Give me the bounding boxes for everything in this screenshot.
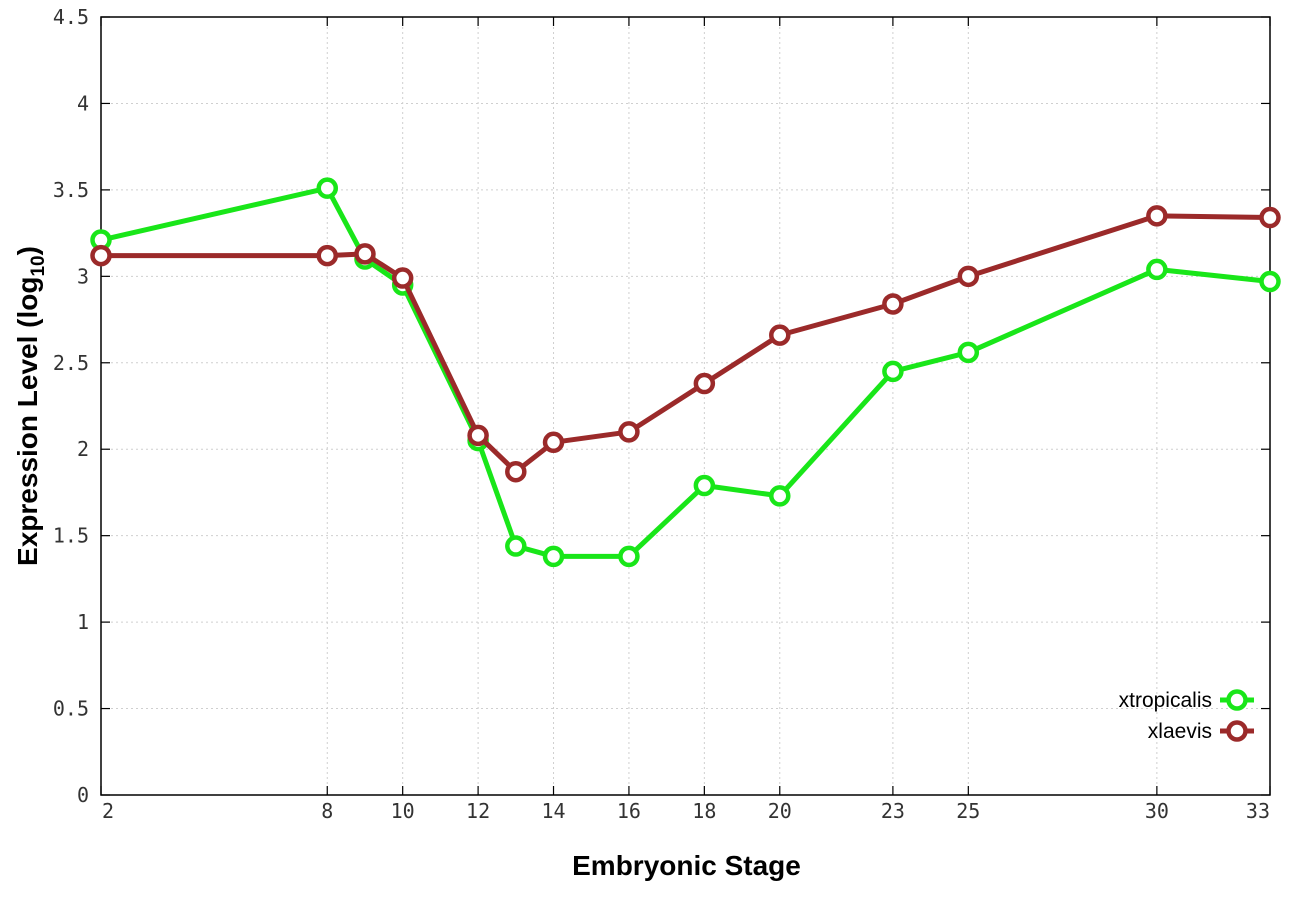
series-xtropicalis — [90, 177, 1281, 568]
data-point-xtropicalis — [882, 360, 904, 383]
y-axis-title-subscript: 10 — [28, 255, 49, 276]
legend: xtropicalis xlaevis — [1119, 689, 1254, 743]
series-line-xtropicalis — [100, 185, 1271, 559]
x-tick-label: 18 — [692, 799, 716, 823]
y-tick-label: 4 — [77, 91, 89, 115]
data-point-xtropicalis — [1146, 258, 1168, 281]
series-xlaevis — [90, 205, 1281, 483]
y-tick-label: 0.5 — [53, 697, 89, 721]
data-point-xtropicalis — [618, 545, 640, 568]
data-point-xlaevis — [391, 267, 414, 289]
y-tick-label: 3 — [77, 264, 89, 288]
legend-item-xtropicalis: xtropicalis — [1119, 689, 1254, 712]
y-tick-label: 3.5 — [53, 178, 89, 202]
data-point-xtropicalis — [769, 485, 791, 507]
grid — [101, 17, 1270, 795]
data-point-xlaevis — [693, 372, 716, 395]
data-point-xlaevis — [957, 265, 980, 288]
x-tick-label: 25 — [956, 799, 980, 823]
legend-label: xtropicalis — [1119, 689, 1212, 712]
data-point-xtropicalis — [957, 341, 980, 364]
data-point-xlaevis — [1259, 206, 1281, 229]
y-tick-label: 2.5 — [53, 351, 89, 375]
x-tick-label: 10 — [391, 799, 415, 823]
data-point-xlaevis — [90, 244, 112, 267]
legend-label: xlaevis — [1148, 720, 1212, 743]
plot-frame — [100, 16, 1271, 796]
x-tick-label: 30 — [1145, 799, 1169, 823]
y-axis-title-main: Expression Level (log — [12, 277, 43, 566]
y-tick-label: 2 — [77, 437, 89, 461]
x-tick-label: 2 — [102, 799, 114, 823]
x-tick-label: 23 — [881, 799, 905, 823]
data-point-xlaevis — [618, 421, 640, 443]
data-point-xtropicalis — [693, 474, 716, 497]
y-axis-ticks: 0 0.5 1 1.5 2 2.5 3 3.5 4 4.5 — [53, 5, 1270, 807]
legend-marker-swatch — [1226, 689, 1248, 711]
series-line-xlaevis — [101, 213, 1271, 475]
data-point-xlaevis — [354, 243, 376, 265]
y-tick-label: 0 — [77, 783, 89, 807]
x-tick-label: 33 — [1246, 799, 1270, 823]
series-layer — [90, 177, 1281, 568]
y-tick-label: 4.5 — [53, 5, 89, 29]
data-point-xlaevis — [505, 460, 527, 483]
data-point-xtropicalis — [505, 535, 527, 557]
x-axis-ticks: 2 8 10 12 14 16 18 20 23 25 30 33 — [100, 17, 1271, 823]
x-tick-label: 12 — [466, 799, 490, 823]
data-point-xtropicalis — [542, 545, 565, 568]
y-axis-title-close: ) — [12, 246, 43, 255]
data-point-xtropicalis — [1259, 270, 1281, 293]
x-tick-label: 8 — [321, 799, 333, 823]
legend-item-xlaevis: xlaevis — [1148, 720, 1254, 743]
data-point-xtropicalis — [316, 177, 339, 199]
y-axis-title: Expression Level (log10) — [12, 246, 49, 566]
data-point-xlaevis — [769, 324, 791, 346]
x-tick-label: 16 — [617, 799, 641, 823]
data-point-xlaevis — [1146, 205, 1168, 227]
data-point-xlaevis — [542, 431, 565, 454]
data-point-xlaevis — [882, 293, 904, 315]
y-tick-label: 1.5 — [53, 524, 89, 548]
data-point-xlaevis — [316, 244, 339, 267]
x-axis-title: Embryonic Stage — [572, 850, 801, 881]
legend-marker-swatch — [1226, 720, 1248, 742]
x-tick-label: 20 — [768, 799, 792, 823]
y-tick-label: 1 — [77, 610, 89, 634]
data-point-xlaevis — [467, 424, 489, 447]
x-tick-label: 14 — [541, 799, 565, 823]
